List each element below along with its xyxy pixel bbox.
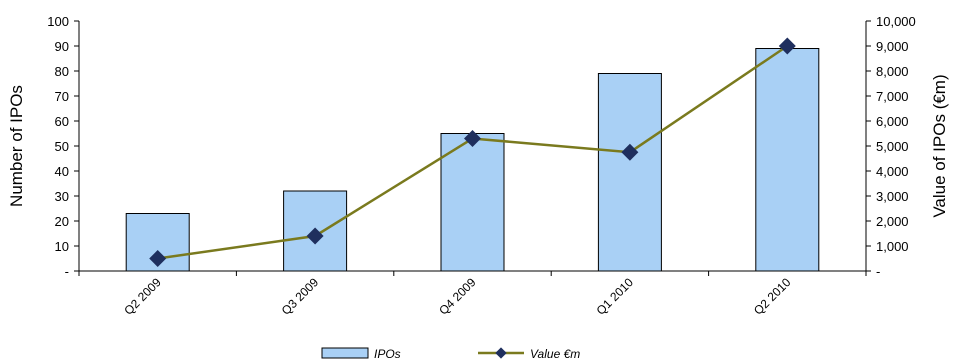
right-tick-label: 3,000 <box>876 189 909 204</box>
line-series-value <box>149 37 796 267</box>
right-tick-label: 5,000 <box>876 139 909 154</box>
x-category-label: Q4 2009 <box>436 275 479 318</box>
left-tick-label: 90 <box>55 39 69 54</box>
point-value <box>306 227 324 245</box>
right-tick-label: - <box>876 264 880 279</box>
bar-series-ipos <box>125 48 820 272</box>
right-tick-label: 4,000 <box>876 164 909 179</box>
bar-ipos <box>440 133 505 272</box>
point-value <box>464 130 481 147</box>
left-tick-label: 70 <box>55 89 69 104</box>
point-value <box>778 37 796 55</box>
left-tick-label: 80 <box>55 64 69 79</box>
left-tick-label: 50 <box>55 139 69 154</box>
point-value <box>149 250 167 267</box>
left-tick-label: 60 <box>55 114 69 129</box>
y-axis-title: Number of IPOs <box>7 85 26 207</box>
right-tick-label: 6,000 <box>876 114 909 129</box>
legend-label-value: Value €m <box>530 347 580 361</box>
right-tick-label: 2,000 <box>876 214 909 229</box>
legend-label-ipos: IPOs <box>374 347 401 361</box>
left-tick-label: - <box>65 264 69 279</box>
x-category-label: Q1 2010 <box>594 275 637 318</box>
right-tick-label: 1,000 <box>876 239 909 254</box>
right-tick-label: 7,000 <box>876 89 909 104</box>
point-value <box>621 143 639 161</box>
legend-swatch-ipos <box>321 347 369 359</box>
left-tick-label: 10 <box>55 239 69 254</box>
x-category-label: Q3 2009 <box>279 275 322 318</box>
left-tick-label: 20 <box>55 214 69 229</box>
left-tick-label: 100 <box>47 14 69 29</box>
right-tick-label: 9,000 <box>876 39 909 54</box>
bar-ipos <box>755 48 820 272</box>
right-tick-label: 10,000 <box>876 14 916 29</box>
legend-marker-value <box>495 347 507 359</box>
right-tick-label: 8,000 <box>876 64 909 79</box>
bar-ipos <box>597 73 662 272</box>
x-category-label: Q2 2009 <box>121 275 164 318</box>
chart-legend: IPOs Value €m <box>321 347 580 361</box>
left-tick-label: 40 <box>55 164 69 179</box>
left-tick-label: 30 <box>55 189 69 204</box>
y2-axis-title: Value of IPOs (€m) <box>930 74 949 217</box>
x-category-label: Q2 2010 <box>751 275 794 318</box>
chart-axes: - 10 20 30 40 50 60 70 80 90 100 - 1,000 2,000 3,000 4,… <box>47 14 915 279</box>
